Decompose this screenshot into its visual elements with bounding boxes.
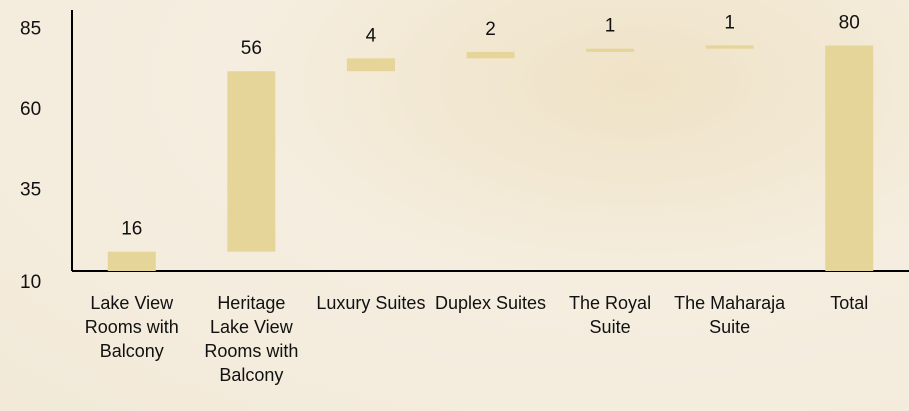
y-tick-label: 35	[20, 179, 41, 200]
data-label: 1	[724, 12, 735, 33]
x-tick-label: Duplex Suites	[434, 293, 547, 313]
bar	[107, 251, 156, 271]
data-label: 4	[366, 25, 377, 46]
bar	[227, 71, 276, 252]
data-label: 56	[241, 38, 262, 59]
bar	[705, 45, 754, 49]
bar	[346, 58, 395, 72]
bar	[466, 51, 515, 59]
data-label: 1	[605, 16, 616, 37]
x-tick-label: Heritage Lake View Rooms with Balcony	[204, 293, 299, 385]
x-tick-label: The Royal Suite	[569, 293, 652, 337]
y-tick-label: 60	[20, 99, 41, 120]
x-tick-label: Lake View Rooms with Balcony	[84, 293, 179, 361]
y-tick-label: 10	[20, 272, 41, 293]
x-tick-label: The Maharaja Suite	[674, 293, 786, 337]
data-label: 80	[839, 12, 860, 33]
data-label: 2	[485, 19, 496, 40]
y-tick-label: 85	[20, 18, 41, 39]
bar	[825, 45, 874, 271]
x-tick-label: Luxury Suites	[316, 293, 426, 313]
data-label: 16	[121, 219, 142, 240]
x-tick-label: Total	[830, 293, 869, 313]
bar	[586, 48, 635, 52]
